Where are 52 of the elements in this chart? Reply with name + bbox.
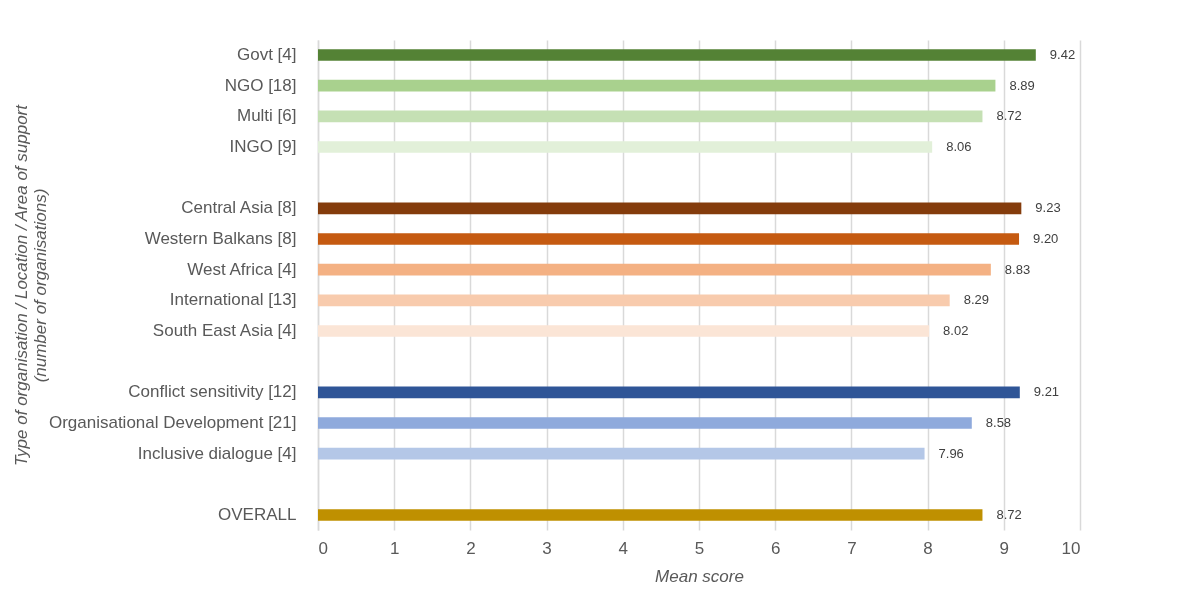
bar [318, 509, 983, 521]
x-tick-label: 8 [923, 538, 933, 558]
y-tick-label: Govt [4] [236, 45, 297, 65]
x-tick-label: 6 [770, 538, 781, 558]
data-label: 9.21 [1033, 384, 1060, 400]
y-tick-label: International [13] [169, 290, 297, 310]
y-tick-label: South East Asia [4] [152, 320, 297, 340]
bar [318, 79, 996, 92]
bar [318, 233, 1020, 245]
data-label: 8.72 [996, 506, 1022, 522]
y-tick-label: OVERALL [218, 504, 297, 524]
y-tick-label: Inclusive dialogue [4] [137, 443, 297, 463]
bar [318, 325, 930, 337]
bar [318, 202, 1022, 215]
y-tick-label: West Africa [4] [187, 259, 297, 279]
y-tick-label: INGO [9] [229, 137, 297, 157]
data-label: 8.58 [985, 414, 1012, 430]
data-label: 8.02 [943, 322, 969, 338]
x-tick-label: 10 [1061, 538, 1081, 558]
y-axis-title: Type of organisation / Location / Area of support (number of organisations) [11, 103, 50, 466]
x-axis-title: Mean score [655, 566, 744, 586]
x-tick-label: 2 [466, 538, 476, 558]
x-tick-label: 7 [847, 538, 857, 558]
bar [318, 141, 933, 153]
data-label: 8.83 [1004, 261, 1031, 277]
data-label: 9.42 [1049, 47, 1076, 63]
y-tick-label: Western Balkans [8] [144, 229, 297, 249]
x-tick-label: 9 [999, 538, 1010, 558]
y-tick-label: Multi [6] [236, 106, 297, 126]
y-tick-label: Organisational Development [21] [48, 412, 297, 432]
x-tick-label: 3 [542, 538, 552, 558]
x-tick-label: 0 [318, 538, 328, 558]
bar [318, 447, 925, 460]
data-label: 9.20 [1033, 231, 1059, 247]
bar [318, 263, 991, 276]
x-tick-label: 4 [618, 538, 629, 558]
data-label: 8.89 [1009, 77, 1035, 93]
data-label: 7.96 [938, 445, 964, 461]
bar [318, 49, 1036, 61]
x-tick-label: 5 [694, 538, 705, 558]
data-label: 8.29 [963, 292, 990, 308]
y-tick-label: NGO [18] [224, 75, 297, 95]
x-tick-label: 1 [389, 538, 400, 558]
bar [318, 417, 972, 429]
bar [318, 294, 950, 307]
y-tick-label: Central Asia [8] [181, 198, 297, 218]
data-label: 8.06 [946, 139, 972, 155]
data-label: 8.72 [996, 108, 1022, 124]
bar [318, 110, 983, 123]
data-label: 9.23 [1035, 200, 1061, 216]
y-tick-label: Conflict sensitivity [12] [128, 382, 297, 402]
bar [318, 386, 1020, 399]
